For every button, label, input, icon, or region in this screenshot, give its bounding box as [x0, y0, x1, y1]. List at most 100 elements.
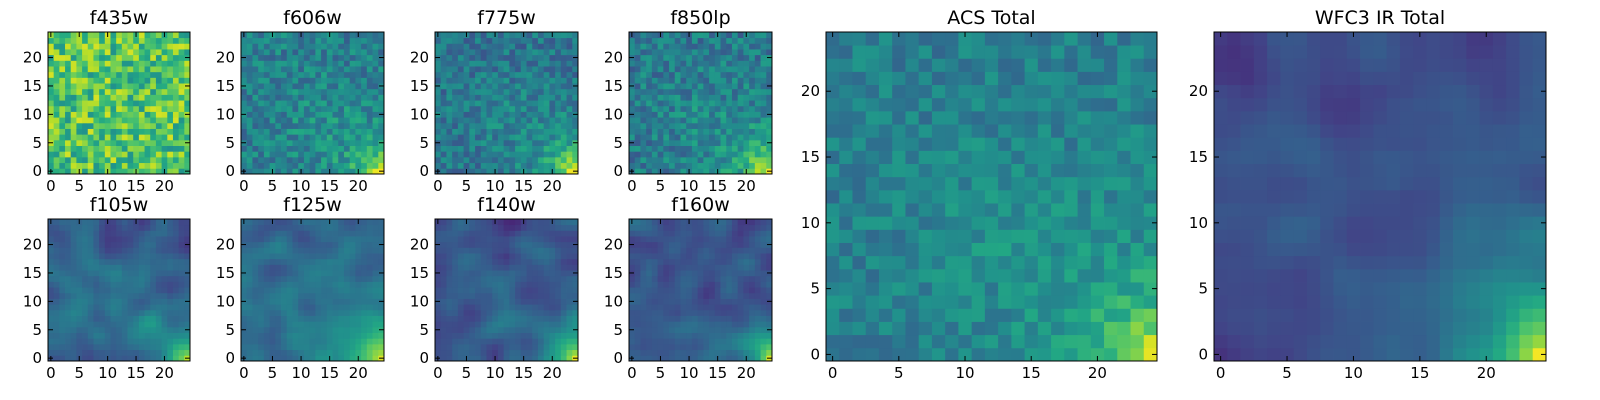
heatmap-cell [686, 343, 693, 351]
heatmap-cell [566, 338, 573, 345]
heatmap-cell [731, 94, 739, 101]
heatmap-cell [87, 292, 94, 299]
heatmap-cell [366, 60, 373, 67]
heatmap-cell [572, 219, 579, 226]
heatmap-cell [275, 264, 282, 271]
heatmap-cell [70, 145, 77, 152]
heatmap-cell [326, 66, 333, 73]
heatmap-cell [480, 43, 487, 50]
heatmap-cell [726, 37, 733, 44]
heatmap-cell [646, 343, 653, 351]
heatmap-cell [686, 298, 693, 305]
heatmap-cell [480, 32, 487, 39]
heatmap-cell [70, 88, 77, 95]
heatmap-cell [286, 156, 293, 164]
heatmap-cell [520, 224, 527, 231]
heatmap-cell [520, 264, 527, 271]
heatmap-cell [572, 275, 579, 282]
heatmap-cell [110, 83, 117, 90]
heatmap-cell [309, 332, 316, 339]
heatmap-cell [116, 32, 123, 39]
heatmap-cell [572, 230, 579, 237]
heatmap-cell [463, 162, 470, 169]
heatmap-cell [657, 332, 664, 339]
heatmap-cell [480, 292, 487, 299]
heatmap-cell [172, 281, 180, 288]
heatmap-cell [252, 151, 259, 158]
heatmap-cell [155, 230, 162, 237]
heatmap-cell [726, 304, 733, 311]
heatmap-cell [709, 139, 716, 146]
heatmap-cell [754, 134, 761, 141]
heatmap-cell [338, 338, 345, 345]
heatmap-cell [515, 49, 522, 56]
heatmap-cell [760, 292, 767, 299]
heatmap-cell [503, 162, 510, 169]
heatmap-cell [172, 151, 180, 158]
heatmap-cell [440, 66, 447, 73]
heatmap-cell [263, 139, 270, 146]
heatmap-cell [549, 349, 556, 356]
heatmap-cell [133, 66, 140, 73]
heatmap-cell [321, 71, 328, 78]
heatmap-cell [766, 88, 773, 95]
heatmap-cell [480, 71, 487, 78]
heatmap-cell [258, 219, 265, 226]
heatmap-cell [93, 139, 100, 146]
heatmap-cell [680, 332, 687, 339]
heatmap-cell [366, 139, 373, 146]
heatmap-cell [93, 287, 100, 294]
heatmap-cell [634, 54, 641, 61]
heatmap-cell [497, 343, 505, 351]
heatmap-cell [76, 253, 83, 260]
heatmap-cell [754, 37, 761, 44]
heatmap-cell [378, 71, 385, 78]
heatmap-cell [754, 111, 761, 118]
heatmap-cell [446, 219, 453, 226]
heatmap-cell [475, 168, 482, 175]
heatmap-cell [315, 247, 322, 254]
heatmap-cell [731, 338, 739, 345]
heatmap-cell [372, 145, 379, 152]
heatmap-cell [76, 88, 83, 95]
heatmap-cell [246, 83, 253, 90]
heatmap-cell [309, 253, 316, 260]
heatmap-cell [144, 355, 151, 362]
heatmap-cell [446, 298, 453, 305]
heatmap-cell [651, 139, 658, 146]
heatmap-cell [497, 128, 505, 135]
heatmap-cell [469, 77, 476, 84]
heatmap-cell [532, 100, 539, 107]
heatmap-cell [680, 338, 687, 345]
heatmap-cell [520, 241, 527, 248]
heatmap-cell [691, 315, 699, 322]
heatmap-cell [640, 88, 647, 95]
heatmap-cell [549, 270, 556, 277]
heatmap-cell [133, 100, 140, 107]
heatmap-cell [657, 162, 664, 169]
heatmap-cell [315, 139, 322, 146]
heatmap-cell [754, 321, 761, 328]
heatmap-cell [726, 156, 733, 164]
heatmap-cell [646, 66, 653, 73]
heatmap-cell [497, 349, 505, 356]
heatmap-cell [110, 37, 117, 44]
heatmap-cell [646, 71, 653, 78]
heatmap-cell [537, 94, 545, 101]
heatmap-cell [93, 338, 100, 345]
heatmap-cell [629, 134, 636, 141]
heatmap-cell [127, 332, 134, 339]
y-tick-label: 20 [216, 236, 235, 254]
heatmap-cell [298, 281, 305, 288]
heatmap-cell [754, 49, 761, 56]
heatmap-cell [503, 304, 510, 311]
heatmap-cell [161, 309, 168, 316]
heatmap-cell [161, 281, 168, 288]
heatmap-cell [503, 134, 510, 141]
heatmap-cell [526, 49, 533, 56]
heatmap-cell [640, 315, 647, 322]
heatmap-cell [87, 60, 94, 67]
heatmap-cell [475, 258, 482, 265]
heatmap-cell [252, 309, 259, 316]
